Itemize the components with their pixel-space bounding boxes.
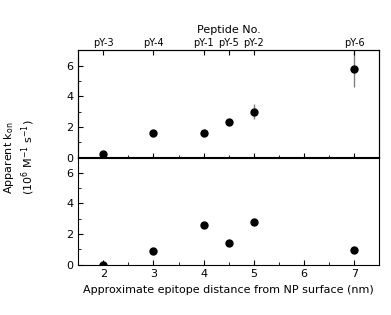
Text: Apparent k$_\mathregular{on}$
(10$^6$ M$^{-1}$ s$^{-1}$): Apparent k$_\mathregular{on}$ (10$^6$ M$… xyxy=(2,120,37,195)
X-axis label: Peptide No.: Peptide No. xyxy=(197,26,261,36)
X-axis label: Approximate epitope distance from NP surface (nm): Approximate epitope distance from NP sur… xyxy=(83,285,374,295)
